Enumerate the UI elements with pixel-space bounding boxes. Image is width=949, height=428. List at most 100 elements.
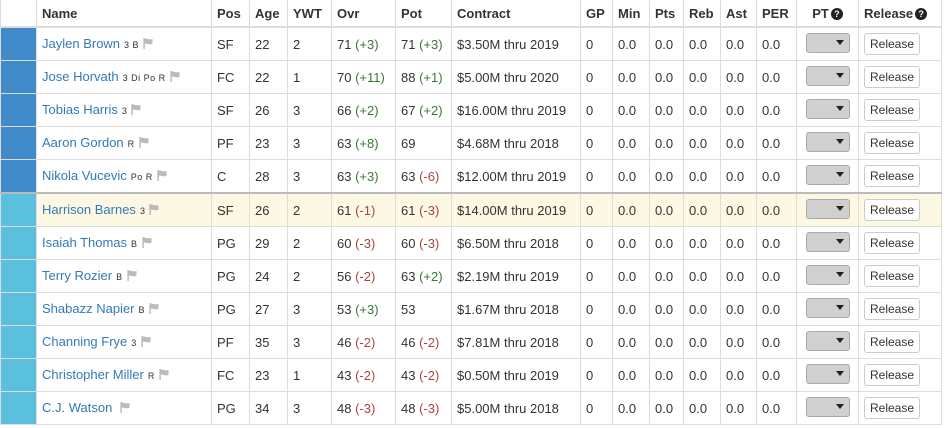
release-cell: Release [858, 226, 942, 260]
release-button[interactable]: Release [864, 132, 921, 154]
header-age[interactable]: Age [249, 0, 288, 28]
chevron-down-icon [836, 171, 844, 177]
playing-time-select[interactable] [806, 330, 850, 351]
help-icon[interactable]: ? [915, 7, 928, 20]
header-contract[interactable]: Contract [451, 0, 581, 28]
playing-time-select[interactable] [806, 264, 850, 285]
watch-flag-icon[interactable] [159, 368, 169, 383]
playing-time-select[interactable] [806, 297, 850, 318]
playing-time-select[interactable] [806, 65, 850, 86]
header-ywt[interactable]: YWT [287, 0, 332, 28]
ovr-cell: 63 (+3) [331, 159, 396, 194]
watch-flag-icon[interactable] [143, 37, 153, 52]
pt-cell [796, 26, 859, 61]
reb-cell: 0.0 [683, 60, 721, 94]
playing-time-select[interactable] [806, 198, 850, 219]
header-pos[interactable]: Pos [211, 0, 250, 28]
pot-cell: 63 (-6) [395, 159, 452, 194]
release-button[interactable]: Release [864, 66, 921, 88]
header-min[interactable]: Min [612, 0, 650, 28]
reb-cell: 0.0 [683, 26, 721, 61]
ovr-change: (-2) [355, 268, 376, 284]
roster-group-indicator [0, 325, 37, 359]
release-button[interactable]: Release [864, 165, 921, 187]
skill-labels: 3 [131, 338, 137, 348]
table-row: C.J. Watson PG 34 3 48 (-3) 48 (-3) $5.00M thr… [0, 391, 942, 425]
header-reb[interactable]: Reb [683, 0, 721, 28]
ywt-cell: 2 [287, 26, 332, 61]
watch-flag-icon[interactable] [131, 103, 141, 118]
watch-flag-icon[interactable] [157, 169, 167, 184]
watch-flag-icon[interactable] [170, 70, 180, 85]
playing-time-select[interactable] [806, 231, 850, 252]
watch-flag-icon[interactable] [149, 302, 159, 317]
ovr-cell: 48 (-3) [331, 391, 396, 425]
release-button[interactable]: Release [864, 397, 921, 419]
watch-flag-icon[interactable] [127, 269, 137, 284]
playing-time-select[interactable] [806, 164, 850, 185]
pot-cell: 61 (-3) [395, 192, 452, 227]
watch-flag-icon[interactable] [142, 236, 152, 251]
ovr-value: 53 [337, 301, 352, 317]
pot-cell: 67 (+2) [395, 93, 452, 127]
player-name-link[interactable]: Christopher Miller [42, 367, 144, 382]
header-ovr[interactable]: Ovr [331, 0, 396, 28]
header-release-label: Release [864, 5, 914, 21]
player-name-link[interactable]: Shabazz Napier [42, 301, 135, 316]
player-name-link[interactable]: Jaylen Brown [42, 36, 121, 51]
player-name-link[interactable]: Channing Frye [42, 334, 128, 349]
reb-cell: 0.0 [683, 226, 721, 260]
ovr-change: (+8) [355, 135, 379, 151]
gp-cell: 0 [580, 93, 613, 127]
chevron-down-icon [836, 238, 844, 244]
playing-time-select[interactable] [806, 131, 850, 152]
watch-flag-icon[interactable] [139, 136, 149, 151]
watch-flag-icon[interactable] [141, 335, 151, 350]
release-button[interactable]: Release [864, 232, 921, 254]
player-name-link[interactable]: Aaron Gordon [42, 135, 124, 150]
watch-flag-icon[interactable] [149, 203, 159, 218]
player-name-link[interactable]: Jose Horvath [42, 69, 119, 84]
skill-labels: B [116, 272, 123, 282]
player-name-link[interactable]: Tobias Harris [42, 102, 118, 117]
pot-value: 63 [401, 268, 416, 284]
per-cell: 0.0 [756, 226, 797, 260]
release-button[interactable]: Release [864, 364, 921, 386]
contract-cell: $6.50M thru 2018 [451, 226, 581, 260]
help-icon[interactable]: ? [830, 7, 843, 20]
playing-time-select[interactable] [806, 396, 850, 417]
ovr-change: (+3) [355, 36, 379, 52]
playing-time-select[interactable] [806, 32, 850, 53]
watch-flag-icon[interactable] [120, 401, 130, 416]
skill-labels: R [127, 139, 135, 149]
playing-time-select[interactable] [806, 363, 850, 384]
player-name-link[interactable]: Isaiah Thomas [42, 235, 128, 250]
ovr-cell: 70 (+11) [331, 60, 396, 94]
player-name-link[interactable]: Harrison Barnes [42, 202, 136, 217]
ovr-value: 56 [337, 268, 352, 284]
release-button[interactable]: Release [864, 199, 921, 221]
contract-cell: $12.00M thru 2019 [451, 159, 581, 194]
pot-change: (-3) [419, 235, 440, 251]
player-name-link[interactable]: C.J. Watson [42, 400, 113, 415]
player-name-link[interactable]: Nikola Vucevic [42, 168, 127, 183]
release-button[interactable]: Release [864, 298, 921, 320]
release-button[interactable]: Release [864, 99, 921, 121]
header-pot[interactable]: Pot [395, 0, 452, 28]
ovr-change: (+11) [355, 69, 385, 85]
player-name-link[interactable]: Terry Rozier [42, 268, 113, 283]
header-ast[interactable]: Ast [720, 0, 757, 28]
header-per[interactable]: PER [756, 0, 797, 28]
release-button[interactable]: Release [864, 331, 921, 353]
header-bar [0, 0, 37, 28]
playing-time-select[interactable] [806, 98, 850, 119]
header-gp[interactable]: GP [580, 0, 613, 28]
release-button[interactable]: Release [864, 265, 921, 287]
pot-change: (+2) [419, 102, 443, 118]
release-button[interactable]: Release [864, 33, 921, 55]
header-pts[interactable]: Pts [649, 0, 684, 28]
pt-cell [796, 192, 859, 227]
pt-cell [796, 325, 859, 359]
header-name[interactable]: Name [36, 0, 212, 28]
ast-cell: 0.0 [720, 26, 757, 61]
